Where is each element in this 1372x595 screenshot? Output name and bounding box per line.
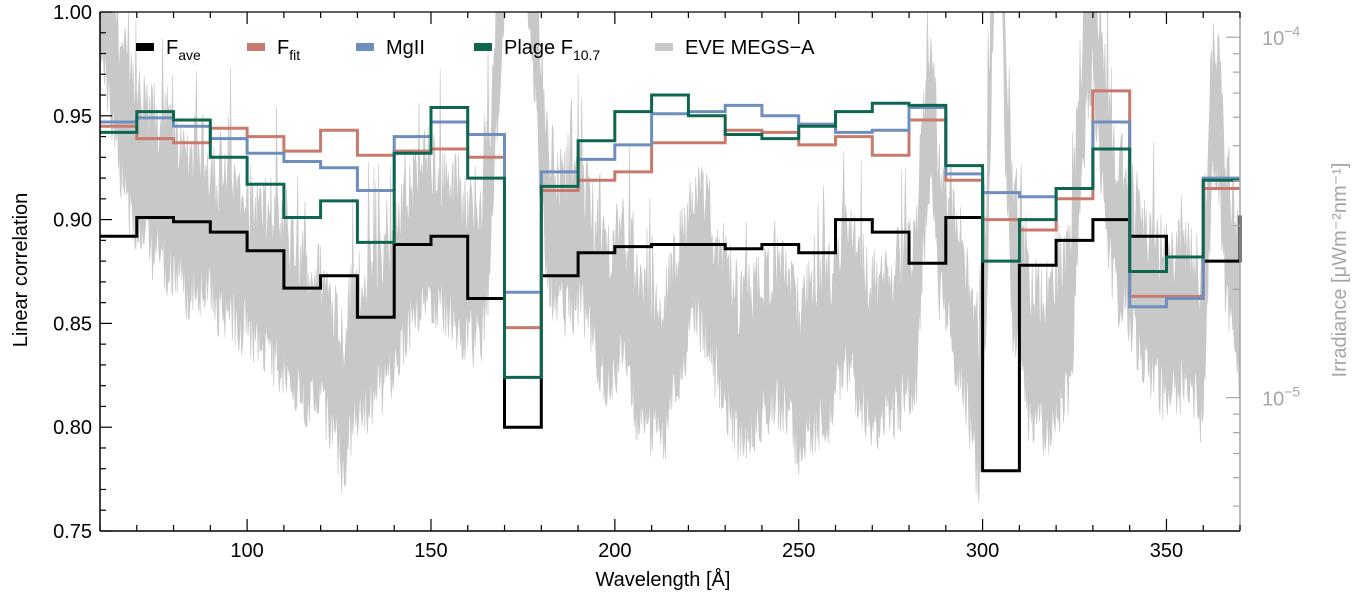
y2-tick-label: 10−4 bbox=[1262, 23, 1300, 50]
y-tick-label: 0.80 bbox=[53, 417, 92, 439]
x-tick-label: 250 bbox=[782, 540, 815, 562]
legend-f-ave-label: Fave bbox=[166, 37, 201, 63]
correlation-series bbox=[100, 89, 1242, 473]
axes bbox=[99, 11, 1241, 532]
y2-tick-label: 10−5 bbox=[1262, 384, 1300, 411]
y-tick-label: 0.90 bbox=[53, 210, 92, 232]
legend-f-fit-label: Ffit bbox=[277, 37, 300, 63]
y-tick-label: 0.95 bbox=[53, 106, 92, 128]
x-tick-label: 300 bbox=[966, 540, 999, 562]
legend-mgii-label: MgII bbox=[386, 37, 425, 59]
legend-mgii-swatch bbox=[356, 43, 374, 51]
y2-axis-label: Irradiance [μWm⁻²nm⁻¹] bbox=[1329, 163, 1351, 378]
x-tick-label: 350 bbox=[1150, 540, 1183, 562]
x-tick-label: 150 bbox=[414, 540, 447, 562]
x-tick-label: 100 bbox=[230, 540, 263, 562]
eve-megs-a-spectrum bbox=[100, 12, 1240, 503]
legend-f-ave-swatch bbox=[136, 43, 154, 51]
legend-eve-megs-a-swatch bbox=[655, 43, 673, 51]
y-tick-label: 0.85 bbox=[53, 313, 92, 335]
series-f-ave-line bbox=[100, 215, 1242, 473]
y-tick-label: 0.75 bbox=[53, 521, 92, 543]
y-tick-label: 1.00 bbox=[53, 2, 92, 24]
legend: Fave Ffit MgII Plage F10.7 EVE MEGS−A bbox=[136, 37, 815, 63]
legend-f-fit-swatch bbox=[247, 43, 265, 51]
tick-labels: 100 150 200 250 300 350 0.75 0.80 0.85 0.90 0.95 1.… bbox=[53, 2, 1300, 562]
legend-eve-megs-a-label: EVE MEGS−A bbox=[685, 37, 815, 59]
eve-megs-a-spectrum-area bbox=[100, 12, 1240, 503]
legend-plage-f-10-7-swatch bbox=[474, 43, 492, 51]
series-plage-f-10-7-line bbox=[100, 93, 1240, 379]
y-axis-label: Linear correlation bbox=[10, 193, 32, 348]
legend-plage-f-10-7-label: Plage F10.7 bbox=[504, 37, 600, 63]
series-f-fit-line bbox=[100, 89, 1240, 330]
series-mgii-line bbox=[100, 103, 1240, 309]
x-tick-label: 200 bbox=[598, 540, 631, 562]
x-axis-label: Wavelength [Å] bbox=[596, 568, 731, 591]
